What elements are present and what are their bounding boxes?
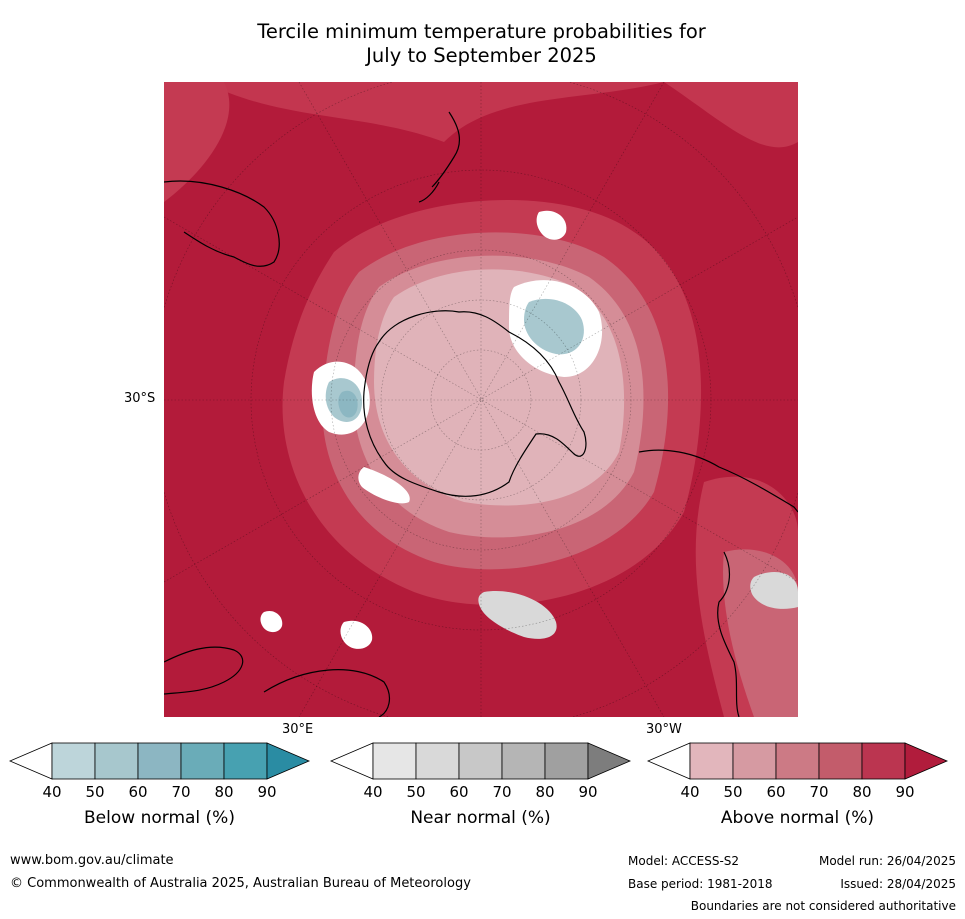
longitude-label-west: 30°W — [646, 722, 682, 737]
above-normal-extend-low — [646, 742, 691, 780]
title-line-2: July to September 2025 — [366, 44, 597, 67]
below-normal-segment — [180, 742, 225, 780]
below-normal-segment — [223, 742, 268, 780]
above-normal-colorbar — [646, 742, 949, 780]
new-zealand-coast — [418, 111, 461, 203]
near-normal-label: Near normal (%) — [410, 808, 551, 828]
above-normal-tick-label: 90 — [895, 783, 915, 801]
model-text: Model: ACCESS-S2 — [628, 854, 740, 868]
near-normal-colorbar — [329, 742, 632, 780]
australia-coast — [164, 646, 391, 717]
above-normal-segment — [775, 742, 820, 780]
near-normal-tick-label: 90 — [578, 783, 598, 801]
chart-title: Tercile minimum temperature probabilitie… — [165, 20, 798, 68]
title-line-1: Tercile minimum temperature probabilitie… — [257, 20, 706, 43]
below-normal-colorbar — [8, 742, 311, 780]
near-normal-segment — [544, 742, 589, 780]
longitude-label-east: 30°E — [282, 722, 314, 737]
near-normal-extend-high — [587, 742, 632, 780]
near-normal-tick-label: 50 — [406, 783, 426, 801]
antarctica-coast — [363, 310, 587, 497]
base-period-text: Base period: 1981-2018 — [628, 877, 773, 891]
below-normal-segment — [137, 742, 182, 780]
below-normal-extend-low — [8, 742, 53, 780]
above-normal-tick-label: 40 — [680, 783, 700, 801]
near-normal-tick-label: 70 — [492, 783, 512, 801]
below-normal-segment — [51, 742, 96, 780]
latitude-label: 30°S — [124, 391, 156, 406]
below-normal-tick-label: 70 — [171, 783, 191, 801]
below-normal-tick-label: 40 — [42, 783, 62, 801]
above-normal-segment — [861, 742, 906, 780]
band-above-80-north — [204, 82, 798, 148]
below-normal-tick-label: 90 — [257, 783, 277, 801]
disclaimer-text: Boundaries are not considered authoritat… — [690, 899, 956, 913]
map-panel — [164, 82, 798, 717]
patch-near-50-southeast — [750, 572, 798, 609]
issued-text: Issued: 28/04/2025 — [840, 877, 956, 891]
below-normal-extend-high — [266, 742, 311, 780]
patch-white-south — [340, 620, 373, 649]
patch-white-southwest — [260, 610, 283, 633]
below-normal-label: Below normal (%) — [84, 808, 235, 828]
website-text: www.bom.gov.au/climate — [10, 853, 174, 868]
above-normal-tick-label: 70 — [809, 783, 829, 801]
model-run-text: Model run: 26/04/2025 — [818, 854, 956, 868]
africa-coast — [164, 180, 280, 267]
above-normal-tick-label: 60 — [766, 783, 786, 801]
map-graticule — [164, 82, 798, 717]
near-normal-segment — [501, 742, 546, 780]
band-above-80-west — [164, 82, 230, 202]
near-normal-tick-label: 40 — [363, 783, 383, 801]
above-normal-tick-label: 80 — [852, 783, 872, 801]
near-normal-extend-low — [329, 742, 374, 780]
near-normal-tick-label: 80 — [535, 783, 555, 801]
south-america-coast — [638, 449, 798, 717]
above-normal-segment — [689, 742, 734, 780]
near-normal-segment — [415, 742, 460, 780]
near-normal-segment — [458, 742, 503, 780]
above-normal-extend-high — [904, 742, 949, 780]
patch-white-south-ring — [358, 467, 410, 504]
above-normal-label: Above normal (%) — [720, 808, 875, 828]
patch-below-60-west — [338, 390, 358, 418]
patch-white-northeast — [536, 210, 567, 240]
above-normal-segment — [818, 742, 863, 780]
near-normal-tick-label: 60 — [449, 783, 469, 801]
patch-below-50-east — [524, 298, 584, 355]
above-normal-tick-label: 50 — [723, 783, 743, 801]
below-normal-tick-label: 50 — [85, 783, 105, 801]
near-normal-segment — [372, 742, 417, 780]
below-normal-tick-label: 80 — [214, 783, 234, 801]
patch-near-50-south — [478, 591, 557, 639]
copyright-text: © Commonwealth of Australia 2025, Austra… — [10, 876, 471, 891]
probability-map — [164, 82, 798, 717]
above-normal-segment — [732, 742, 777, 780]
below-normal-segment — [94, 742, 139, 780]
below-normal-tick-label: 60 — [128, 783, 148, 801]
